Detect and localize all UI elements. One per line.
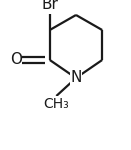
- Text: Br: Br: [41, 0, 58, 12]
- Text: CH₃: CH₃: [43, 96, 69, 111]
- Text: N: N: [70, 70, 82, 86]
- Text: O: O: [10, 52, 22, 68]
